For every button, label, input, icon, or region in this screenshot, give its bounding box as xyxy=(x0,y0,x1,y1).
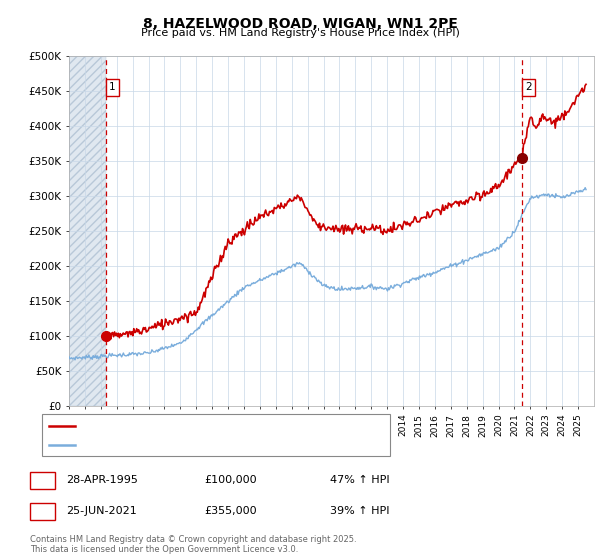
Text: 1: 1 xyxy=(109,82,116,92)
Text: 1: 1 xyxy=(39,475,46,486)
Text: HPI: Average price, detached house, Wigan: HPI: Average price, detached house, Wiga… xyxy=(81,440,292,450)
Bar xyxy=(69,56,106,406)
Text: Price paid vs. HM Land Registry's House Price Index (HPI): Price paid vs. HM Land Registry's House … xyxy=(140,28,460,38)
Text: 28-APR-1995: 28-APR-1995 xyxy=(66,475,138,486)
Text: 2: 2 xyxy=(525,82,532,92)
Text: 39% ↑ HPI: 39% ↑ HPI xyxy=(330,506,389,516)
Text: £100,000: £100,000 xyxy=(204,475,257,486)
Text: 2: 2 xyxy=(39,506,46,516)
Text: 8, HAZELWOOD ROAD, WIGAN, WN1 2PE (detached house): 8, HAZELWOOD ROAD, WIGAN, WN1 2PE (detac… xyxy=(81,421,369,431)
Text: 8, HAZELWOOD ROAD, WIGAN, WN1 2PE: 8, HAZELWOOD ROAD, WIGAN, WN1 2PE xyxy=(143,17,457,31)
Text: 47% ↑ HPI: 47% ↑ HPI xyxy=(330,475,389,486)
Text: Contains HM Land Registry data © Crown copyright and database right 2025.
This d: Contains HM Land Registry data © Crown c… xyxy=(30,535,356,554)
Text: £355,000: £355,000 xyxy=(204,506,257,516)
Text: 25-JUN-2021: 25-JUN-2021 xyxy=(66,506,137,516)
